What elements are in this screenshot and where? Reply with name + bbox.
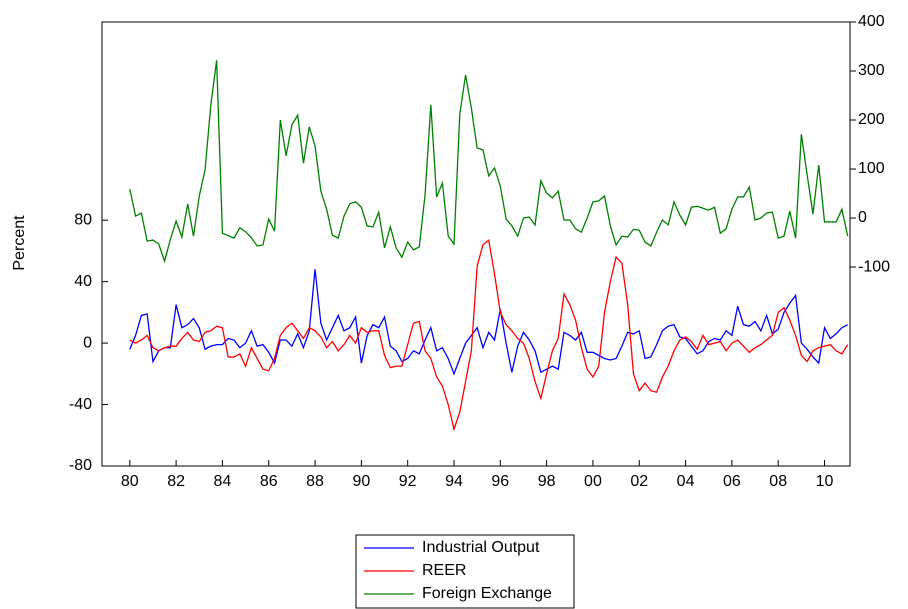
- y-tick-label: 0: [83, 334, 92, 351]
- x-tick-label: 10: [816, 473, 834, 490]
- y-tick-label: 40: [74, 273, 92, 290]
- x-tick-label: 04: [677, 473, 695, 490]
- legend-label: REER: [422, 562, 466, 579]
- y2-tick-label: 200: [858, 111, 885, 128]
- y-tick-label: 80: [74, 211, 92, 228]
- y2-tick-label: 300: [858, 62, 885, 79]
- y2-tick-label: 100: [858, 160, 885, 177]
- x-tick-label: 94: [445, 473, 463, 490]
- series-line: [129, 60, 849, 264]
- legend-label: Industrial Output: [422, 539, 540, 556]
- x-tick-label: 82: [167, 473, 185, 490]
- y2-tick-label: 0: [858, 209, 867, 226]
- x-tick-label: 06: [723, 473, 741, 490]
- series-line: [129, 269, 848, 376]
- legend-label: Foreign Exchange: [422, 585, 552, 602]
- x-tick-label: 96: [491, 473, 509, 490]
- plot-frame: [101, 21, 851, 467]
- x-tick-label: 92: [399, 473, 417, 490]
- x-tick-label: 90: [352, 473, 370, 490]
- series-line: [129, 238, 849, 432]
- y-tick-label: -80: [69, 457, 92, 474]
- x-tick-label: 08: [769, 473, 787, 490]
- x-tick-label: 98: [538, 473, 556, 490]
- x-tick-label: 86: [260, 473, 278, 490]
- y-axis-label: Percent: [11, 215, 28, 271]
- x-tick-label: 00: [584, 473, 602, 490]
- x-tick-label: 84: [214, 473, 232, 490]
- y2-tick-label: -100: [858, 258, 890, 275]
- x-tick-label: 80: [121, 473, 139, 490]
- x-tick-label: 88: [306, 473, 324, 490]
- y-tick-label: -40: [69, 396, 92, 413]
- x-tick-label: 02: [630, 473, 648, 490]
- y2-tick-label: 400: [858, 13, 885, 30]
